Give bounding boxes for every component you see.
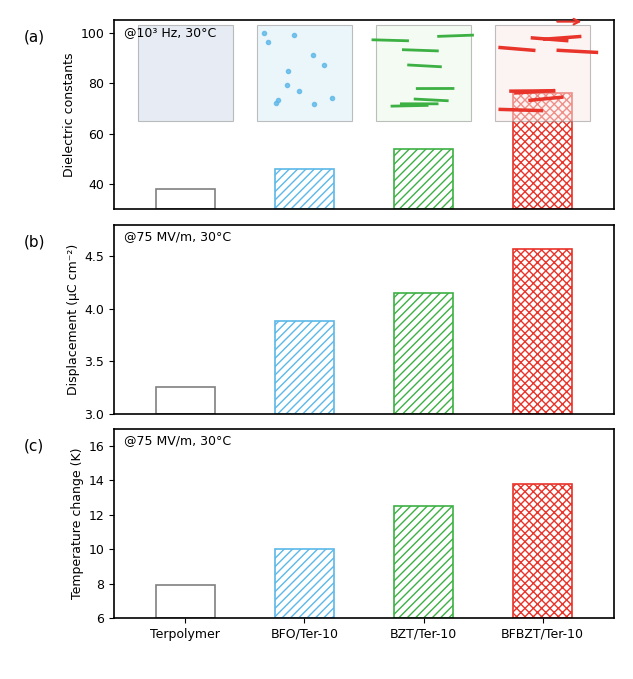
Text: @75 MV/m, 30°C: @75 MV/m, 30°C	[124, 435, 231, 447]
Text: @10³ Hz, 30°C: @10³ Hz, 30°C	[124, 26, 216, 39]
Bar	[257, 25, 352, 122]
Bar	[275, 549, 334, 618]
Bar	[156, 585, 215, 618]
Text: (c): (c)	[24, 438, 44, 454]
Bar	[513, 94, 572, 209]
Bar	[495, 25, 590, 122]
Text: @75 MV/m, 30°C: @75 MV/m, 30°C	[124, 230, 231, 243]
Bar	[376, 25, 471, 122]
Text: (b): (b)	[24, 234, 46, 249]
Text: (a): (a)	[24, 30, 45, 45]
Bar	[156, 189, 215, 209]
Bar	[513, 484, 572, 618]
Bar	[513, 249, 572, 414]
Bar	[138, 25, 233, 122]
Bar	[394, 506, 453, 618]
Y-axis label: Dielectric constants: Dielectric constants	[63, 53, 76, 177]
Y-axis label: Temperature change (K): Temperature change (K)	[71, 447, 84, 599]
Bar	[156, 388, 215, 414]
Bar	[394, 293, 453, 414]
Bar	[275, 169, 334, 209]
Bar	[394, 149, 453, 209]
Y-axis label: Displacement (μC cm⁻²): Displacement (μC cm⁻²)	[67, 244, 80, 394]
Bar	[275, 321, 334, 414]
